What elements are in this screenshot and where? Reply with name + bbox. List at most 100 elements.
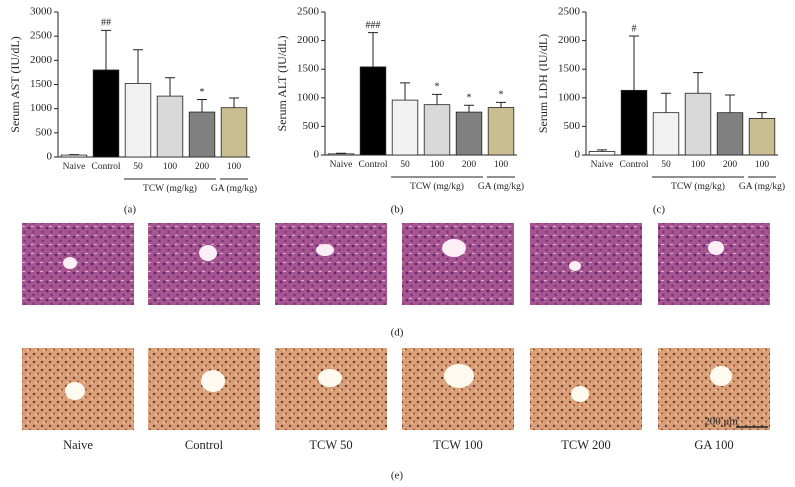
caption: Naive [63, 438, 93, 452]
he-image [402, 223, 514, 305]
y-tick-label: 2000 [558, 34, 581, 46]
bar [220, 107, 248, 158]
caption: TCW 50 [309, 438, 352, 452]
x-tick-label: Control [358, 160, 387, 170]
y-axis-label: Serum AST (IU/dL) [8, 36, 22, 132]
y-tick-label: 2500 [558, 6, 581, 18]
bar [652, 112, 680, 156]
ihc-image [148, 348, 260, 430]
error-bar [432, 93, 442, 105]
group-label: GA (mg/kg) [478, 181, 524, 192]
y-tick-label: 2000 [297, 34, 320, 46]
ihc-image [658, 348, 770, 430]
panel-label: (b) [391, 204, 404, 216]
x-tick-label: 100 [691, 160, 706, 170]
panel-label: (d) [391, 327, 404, 339]
caption: Control [185, 438, 224, 452]
error-bar [496, 101, 506, 108]
significance-mark: * [467, 93, 472, 104]
error-bar [629, 35, 639, 91]
bar [620, 89, 648, 156]
vessel [63, 257, 77, 269]
ihc-image [275, 348, 387, 430]
x-tick-label: 100 [163, 162, 178, 172]
bar [716, 112, 744, 156]
x-tick-label: 100 [227, 162, 242, 172]
x-tick-label: 200 [462, 160, 477, 170]
y-tick-label: 1000 [558, 91, 581, 103]
bar [748, 117, 776, 156]
vessel [316, 244, 334, 256]
error-bar [400, 82, 410, 101]
y-tick-label: 0 [314, 149, 320, 161]
error-bar [661, 92, 671, 113]
vessel [571, 386, 589, 402]
significance-mark: * [499, 90, 504, 101]
group-label: TCW (mg/kg) [671, 181, 725, 192]
y-tick-label: 3000 [30, 6, 53, 18]
error-bar [725, 94, 735, 113]
group-label: TCW (mg/kg) [143, 183, 197, 194]
y-tick-label: 0 [575, 149, 581, 161]
error-bar [336, 152, 346, 154]
x-tick-label: Naive [330, 160, 353, 170]
bar [188, 111, 216, 158]
panel-label: (e) [391, 470, 404, 482]
caption: TCW 100 [433, 438, 482, 452]
bar [92, 69, 120, 158]
group-label: GA (mg/kg) [739, 181, 785, 192]
x-tick-label: Control [619, 160, 648, 170]
bar [327, 153, 355, 156]
error-bar [101, 29, 111, 70]
vessel [199, 245, 217, 261]
error-bar [597, 149, 607, 152]
scale-bar-label: 200 μm [704, 416, 738, 428]
y-tick-label: 1500 [297, 63, 320, 75]
x-tick-label: Naive [591, 160, 614, 170]
vessel [65, 382, 85, 400]
caption: TCW 200 [561, 438, 610, 452]
bar [423, 104, 451, 156]
x-tick-label: 100 [430, 160, 445, 170]
he-image [530, 223, 642, 305]
significance-mark: * [435, 82, 440, 93]
x-tick-label: Naive [63, 162, 86, 172]
he-image [275, 223, 387, 305]
y-axis-label: Serum LDH (IU/dL) [536, 34, 550, 133]
ihc-image [402, 348, 514, 430]
y-tick-label: 500 [36, 126, 53, 138]
bar [359, 66, 387, 156]
error-bar [368, 32, 378, 67]
y-tick-label: 1500 [558, 63, 581, 75]
bar [455, 111, 483, 156]
bar [60, 154, 88, 158]
x-tick-label: 50 [661, 160, 671, 170]
vessel [318, 369, 342, 387]
x-tick-label: 200 [723, 160, 738, 170]
y-tick-label: 1000 [297, 91, 320, 103]
error-bar [757, 112, 767, 119]
y-tick-label: 1500 [30, 78, 53, 90]
vessel [569, 261, 581, 271]
vessel [710, 366, 732, 386]
he-image [658, 223, 770, 305]
y-tick-label: 2500 [297, 6, 320, 18]
panel-label: (a) [124, 204, 137, 216]
y-tick-label: 2500 [30, 30, 53, 42]
error-bar [197, 98, 207, 113]
error-bar [464, 104, 474, 113]
group-label: GA (mg/kg) [211, 183, 257, 194]
vessel [708, 241, 724, 255]
significance-mark: ### [366, 20, 381, 31]
significance-mark: ## [101, 18, 111, 29]
bar [588, 151, 616, 156]
group-label: TCW (mg/kg) [410, 181, 464, 192]
bar [684, 92, 712, 156]
vessel [201, 370, 225, 392]
significance-mark: # [632, 23, 637, 34]
y-tick-label: 1000 [30, 102, 53, 114]
x-tick-label: 100 [494, 160, 509, 170]
panel-label: (c) [653, 204, 666, 216]
error-bar [165, 77, 175, 97]
